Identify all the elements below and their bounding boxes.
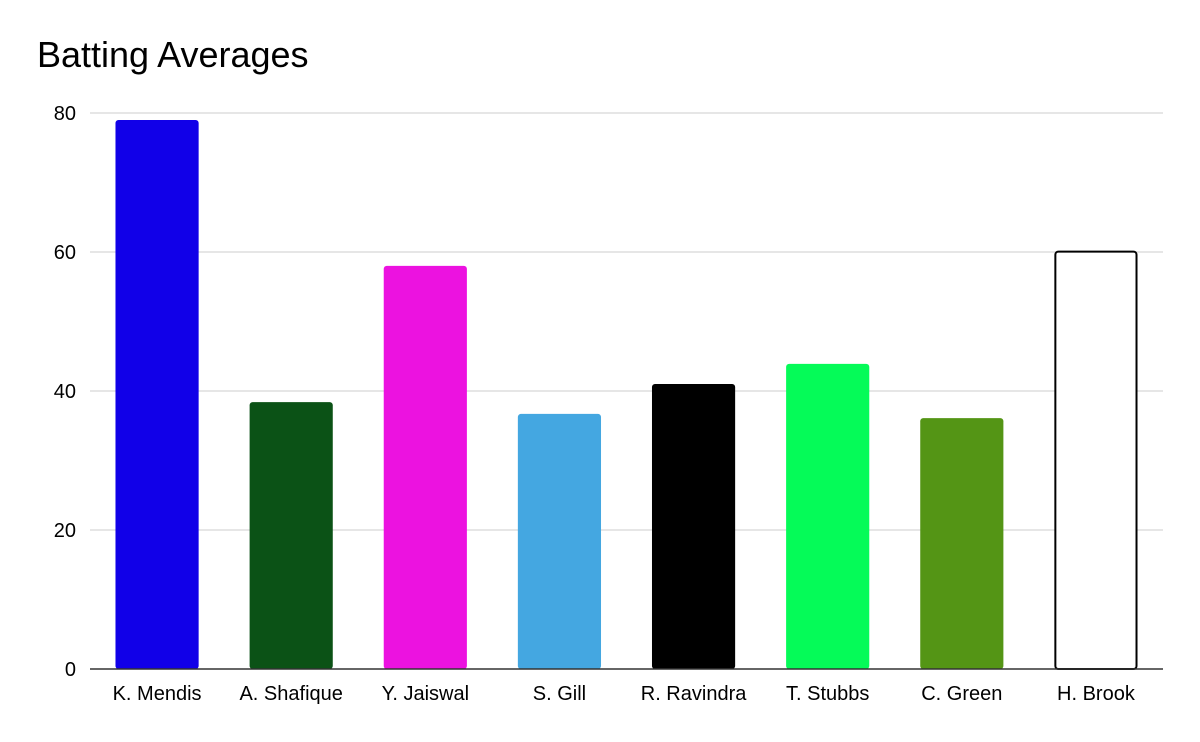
bar-k-mendis — [115, 119, 199, 669]
bar-r-ravindra — [651, 384, 736, 669]
bar-a-shafique — [249, 402, 333, 669]
bars — [115, 119, 1138, 671]
bar-y-jaiswal — [383, 265, 467, 669]
x-tick-label: R. Ravindra — [641, 683, 747, 705]
bar-h-brook — [1054, 250, 1138, 671]
bar-c-green — [920, 418, 1004, 669]
y-tick-label: 80 — [54, 103, 76, 125]
x-axis-tick-labels: K. Mendis A. Shafique Y. Jaiswal S. Gill R. … — [113, 683, 1136, 705]
y-tick-label: 40 — [54, 381, 76, 403]
x-tick-label: Y. Jaiswal — [382, 683, 469, 705]
chart-title: Batting Averages — [37, 34, 309, 75]
bar-s-gill — [517, 413, 602, 669]
y-tick-label: 20 — [54, 520, 76, 542]
x-tick-label: K. Mendis — [113, 683, 202, 705]
x-tick-label: T. Stubbs — [786, 683, 869, 705]
y-tick-label: 0 — [65, 659, 76, 681]
x-tick-label: C. Green — [921, 683, 1002, 705]
x-tick-label: S. Gill — [533, 683, 586, 705]
y-tick-label: 60 — [54, 242, 76, 264]
bar-t-stubbs — [786, 363, 870, 669]
x-tick-label: H. Brook — [1057, 683, 1136, 705]
x-tick-label: A. Shafique — [239, 683, 342, 705]
y-axis-tick-labels: 0 20 40 60 80 — [54, 103, 76, 681]
